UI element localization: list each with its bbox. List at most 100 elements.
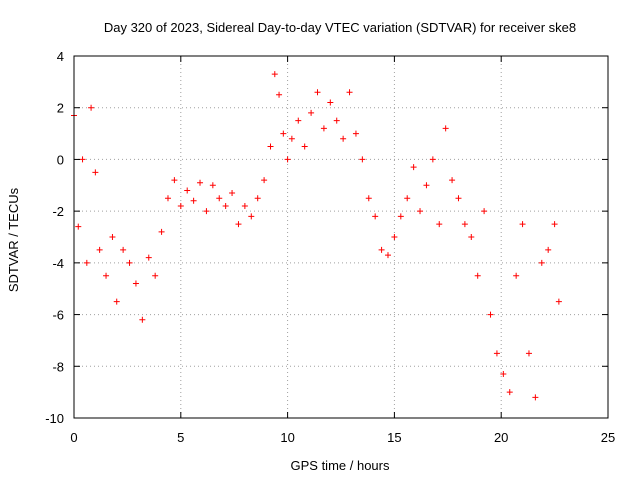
data-point xyxy=(481,208,488,215)
data-point xyxy=(442,125,449,132)
data-point xyxy=(132,280,139,287)
data-point xyxy=(92,169,99,176)
data-point xyxy=(229,190,236,197)
data-point xyxy=(197,179,204,186)
x-tick-label: 15 xyxy=(387,430,401,445)
data-point xyxy=(248,213,255,220)
data-point xyxy=(352,130,359,137)
data-point xyxy=(152,272,159,279)
data-point xyxy=(545,246,552,253)
data-point xyxy=(295,117,302,124)
data-point xyxy=(83,259,90,266)
data-point xyxy=(513,272,520,279)
data-point xyxy=(429,156,436,163)
data-point xyxy=(410,164,417,171)
data-point xyxy=(372,213,379,220)
data-point xyxy=(506,389,513,396)
data-point xyxy=(284,156,291,163)
data-point xyxy=(203,208,210,215)
data-point xyxy=(314,89,321,96)
x-tick-label: 20 xyxy=(494,430,508,445)
data-point xyxy=(333,117,340,124)
data-point xyxy=(320,125,327,132)
data-point xyxy=(417,208,424,215)
data-point xyxy=(378,246,385,253)
grid-lines xyxy=(74,56,608,418)
data-point xyxy=(500,371,507,378)
data-point xyxy=(164,195,171,202)
y-tick-label: -4 xyxy=(52,256,64,271)
data-point xyxy=(241,202,248,209)
data-point xyxy=(551,221,558,228)
y-tick-label: 2 xyxy=(57,101,64,116)
data-point xyxy=(327,99,334,106)
data-point xyxy=(222,202,229,209)
data-point xyxy=(391,234,398,240)
data-point xyxy=(177,202,184,209)
data-point xyxy=(88,104,95,111)
data-point xyxy=(308,109,315,116)
data-point xyxy=(404,195,411,202)
data-point xyxy=(455,195,462,202)
data-point xyxy=(493,350,500,357)
tick-labels: 0 5 10 15 20 25 -10 -8 -6 -4 -2 0 2 4 xyxy=(45,49,615,445)
data-point xyxy=(397,213,404,220)
data-point xyxy=(267,143,274,150)
y-tick-label: -2 xyxy=(52,204,64,219)
data-point xyxy=(171,177,178,184)
y-tick-label: -8 xyxy=(52,359,64,374)
data-point xyxy=(461,221,468,228)
data-point xyxy=(365,195,372,202)
data-point xyxy=(96,246,103,253)
y-tick-label: 0 xyxy=(57,152,64,167)
y-tick-label: -10 xyxy=(45,411,64,426)
data-point xyxy=(423,182,430,189)
data-point xyxy=(235,221,242,228)
x-axis-label: GPS time / hours xyxy=(291,458,390,473)
data-point xyxy=(276,91,283,98)
y-tick-label: 4 xyxy=(57,49,64,64)
data-point xyxy=(109,234,116,240)
data-point xyxy=(384,252,391,259)
data-point xyxy=(538,259,545,266)
data-point xyxy=(346,89,353,96)
data-point xyxy=(555,298,562,305)
data-point xyxy=(103,272,110,279)
data-point xyxy=(126,259,133,266)
chart-title: Day 320 of 2023, Sidereal Day-to-day VTE… xyxy=(104,20,576,35)
data-point xyxy=(340,135,347,142)
data-point xyxy=(113,298,120,305)
axis-ticks xyxy=(73,55,609,419)
data-point xyxy=(158,228,165,235)
data-point xyxy=(532,394,539,401)
data-point xyxy=(79,156,86,163)
data-point xyxy=(280,130,287,137)
x-tick-label: 5 xyxy=(177,430,184,445)
y-tick-label: -6 xyxy=(52,308,64,323)
data-point xyxy=(449,177,456,184)
data-point xyxy=(261,177,268,184)
data-point xyxy=(288,135,295,142)
x-tick-label: 10 xyxy=(280,430,294,445)
x-tick-label: 25 xyxy=(601,430,615,445)
data-point xyxy=(359,156,366,163)
x-tick-label: 0 xyxy=(70,430,77,445)
data-point xyxy=(525,350,532,357)
data-point xyxy=(75,223,82,230)
data-point xyxy=(139,316,146,323)
data-point xyxy=(487,311,494,318)
data-point xyxy=(120,246,127,253)
data-point xyxy=(474,272,481,279)
data-point xyxy=(301,143,308,150)
data-point xyxy=(271,71,278,78)
data-point xyxy=(209,182,216,189)
data-point xyxy=(145,254,152,261)
data-point xyxy=(436,221,443,228)
data-points xyxy=(71,71,562,401)
data-point xyxy=(216,195,223,202)
plot-frame xyxy=(73,55,609,419)
y-axis-label: SDTVAR / TECUs xyxy=(6,187,21,292)
data-point xyxy=(468,234,475,240)
